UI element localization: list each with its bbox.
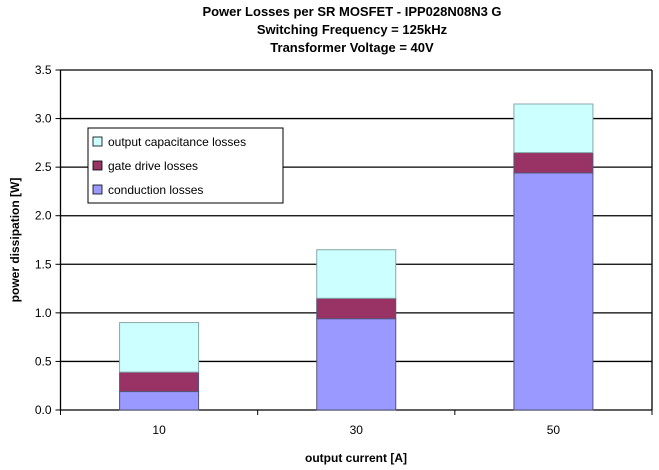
legend-label: gate drive losses xyxy=(108,159,198,173)
legend-swatch xyxy=(92,184,103,195)
x-tick-label: 50 xyxy=(547,423,561,437)
chart-title-line-2: Switching Frequency = 125kHz xyxy=(257,22,448,37)
bar-conduction-losses-10 xyxy=(119,391,200,411)
bar-output-capacitance-losses-50 xyxy=(513,103,594,154)
y-tick-label: 1.5 xyxy=(35,257,52,271)
bar-gate-drive-losses-30 xyxy=(316,297,397,320)
bar-conduction-losses-30 xyxy=(316,318,397,411)
y-tick-label: 0.0 xyxy=(35,403,52,417)
y-tick-label: 2.5 xyxy=(35,160,52,174)
bar-output-capacitance-losses-10 xyxy=(119,322,200,373)
x-tick-label: 30 xyxy=(350,423,364,437)
y-tick-label: 3.0 xyxy=(35,112,52,126)
bar-conduction-losses-50 xyxy=(513,172,594,411)
legend-swatch xyxy=(92,136,103,147)
y-axis-label: power dissipation [W] xyxy=(8,178,22,303)
chart-title-line-3: Transformer Voltage = 40V xyxy=(270,40,434,55)
y-tick-label: 0.5 xyxy=(35,354,52,368)
legend-box xyxy=(87,127,284,204)
legend-label: output capacitance losses xyxy=(108,135,246,149)
bar-gate-drive-losses-50 xyxy=(513,152,594,174)
bar-gate-drive-losses-10 xyxy=(119,371,200,393)
legend-swatch xyxy=(92,160,103,171)
bar-output-capacitance-losses-30 xyxy=(316,249,397,299)
y-tick-label: 2.0 xyxy=(35,209,52,223)
y-tick-label: 1.0 xyxy=(35,306,52,320)
y-tick-label: 3.5 xyxy=(35,63,52,77)
legend-label: conduction losses xyxy=(108,183,203,197)
chart-title-line-1: Power Losses per SR MOSFET - IPP028N08N3… xyxy=(202,4,501,19)
x-tick-label: 10 xyxy=(152,423,166,437)
x-axis-label: output current [A] xyxy=(305,451,407,465)
